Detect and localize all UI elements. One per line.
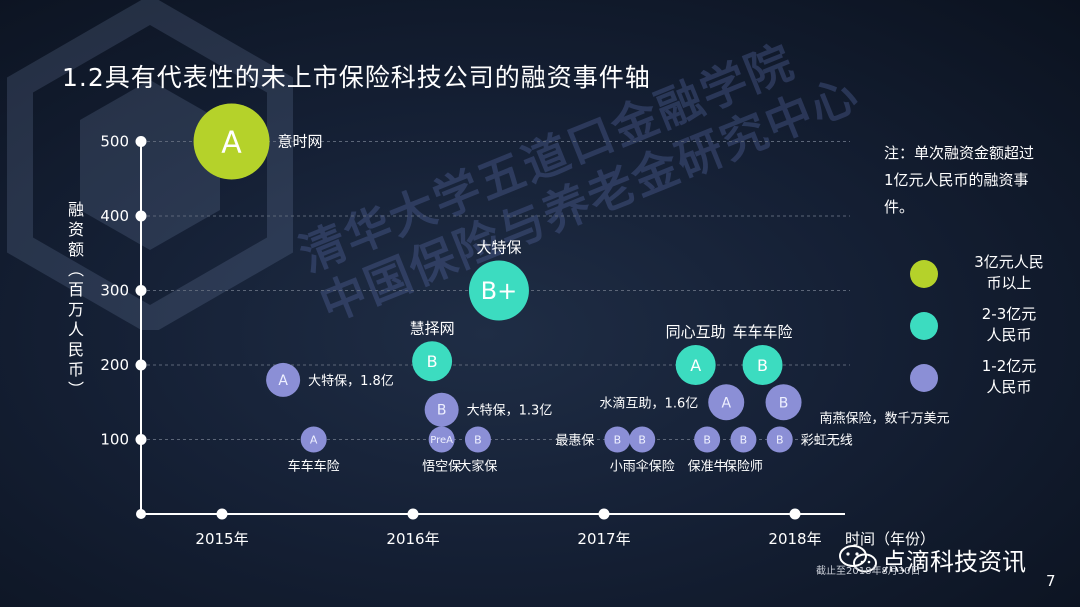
funding-bubble (300, 426, 327, 453)
round-label: B (638, 433, 646, 446)
company-label: 车车车险 (733, 323, 793, 341)
y-tick-dot (135, 210, 147, 222)
round-label: A (721, 395, 731, 411)
legend-item: 1-2亿元 人民币 (908, 356, 1073, 406)
y-tick-label: 300 (100, 282, 129, 300)
company-label: 保准牛 (688, 460, 727, 475)
y-tick-label: 200 (100, 356, 129, 374)
x-axis-label: 时间（年份） (845, 530, 935, 548)
round-label: A (690, 356, 701, 375)
round-label: B (437, 403, 447, 419)
y-tick-label: 500 (100, 133, 129, 151)
y-tick-dot (135, 359, 147, 371)
x-tick-label: 2017年 (577, 530, 630, 548)
y-tick-dot (135, 434, 147, 445)
footnote: 截止至2018年8月30日 (816, 566, 921, 577)
brand-name: 点滴科技资讯 (882, 548, 1026, 576)
company-label: 大特保，1.3亿 (467, 404, 553, 419)
funding-bubble (694, 426, 721, 453)
funding-bubble (424, 392, 459, 427)
page-number: 7 (1046, 572, 1056, 590)
funding-bubble (675, 345, 716, 385)
funding-bubble (604, 426, 631, 453)
axis-origin-dot (136, 509, 146, 519)
company-label: 南燕保险，数千万美元 (820, 410, 950, 426)
x-tick-label: 2015年 (195, 530, 248, 548)
legend-swatch (910, 260, 938, 288)
company-label: 大特保，1.8亿 (308, 374, 394, 389)
x-tick-dot (598, 508, 610, 520)
funding-bubble (468, 260, 529, 321)
y-tick-dot (135, 285, 147, 296)
round-label: B (474, 433, 482, 446)
company-label: 彩虹无线 (801, 434, 853, 449)
legend-label: 1-2亿元 人民币 (981, 357, 1037, 396)
y-axis-label: 融资额 ︵ 百万人民币 ︶ (67, 200, 84, 399)
funding-bubble (730, 426, 757, 453)
x-tick-label: 2018年 (768, 530, 821, 548)
round-label: B (757, 356, 768, 375)
legend-label: 2-3亿元 人民币 (981, 305, 1037, 344)
legend-swatch (910, 364, 938, 392)
round-label: A (278, 373, 288, 389)
company-label: 慧择网 (410, 319, 455, 337)
chart-note: 注：单次融资金额超过1亿元人民币的融资事件。 (884, 144, 1035, 216)
legend-label: 3亿元人民 币以上 (974, 253, 1044, 292)
round-label: B (614, 433, 622, 446)
round-label: B (779, 395, 789, 411)
funding-bubble (464, 426, 491, 453)
company-label: 大特保 (476, 239, 521, 257)
company-label: 车车车险 (288, 459, 340, 475)
page-title: 1.2具有代表性的未上市保险科技公司的融资事件轴 (62, 63, 651, 92)
funding-bubble (428, 426, 455, 453)
funding-bubble (412, 341, 453, 382)
x-tick-dot (216, 508, 228, 520)
round-label: B+ (481, 277, 518, 305)
legend-item: 3亿元人民 币以上 (908, 252, 1073, 302)
funding-bubble (193, 103, 270, 180)
brand-watermark: 点滴科技资讯 (838, 540, 1053, 580)
y-tick-label: 100 (100, 431, 129, 449)
funding-bubble (766, 426, 793, 453)
company-label: 保险师 (724, 460, 763, 475)
x-tick-dot (407, 508, 419, 520)
company-label: 最惠保 (555, 434, 594, 449)
funding-bubble (708, 384, 745, 421)
round-label: B (427, 352, 438, 371)
x-tick-dot (789, 508, 801, 520)
y-tick-label: 400 (100, 207, 129, 225)
round-label: B (776, 433, 784, 446)
legend-swatch (910, 312, 938, 340)
funding-bubble (765, 384, 802, 421)
round-label: A (221, 125, 242, 160)
round-label: B (703, 433, 711, 446)
wechat-icon (839, 545, 877, 573)
y-tick-dot (135, 136, 147, 147)
round-label: A (310, 433, 318, 446)
company-label: 同心互助 (666, 323, 726, 341)
x-tick-label: 2016年 (386, 530, 439, 548)
company-label: 大家保 (458, 459, 497, 475)
round-label: PreA (430, 435, 453, 446)
funding-bubble (266, 362, 301, 397)
company-label: 意时网 (278, 133, 323, 151)
company-label: 小雨伞保险 (610, 459, 675, 475)
company-label: 水滴互助，1.6亿 (600, 395, 699, 411)
legend-item: 2-3亿元 人民币 (908, 304, 1073, 354)
company-label: 悟空保 (422, 460, 461, 475)
background-logo-watermark (6, 0, 293, 330)
funding-bubble (629, 426, 656, 453)
funding-bubble (742, 345, 783, 385)
round-label: B (740, 433, 748, 446)
